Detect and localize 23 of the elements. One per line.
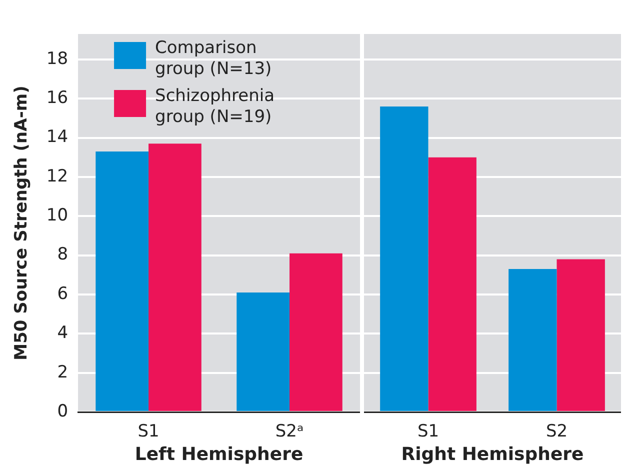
y-tick-label: 16: [46, 88, 68, 108]
bar: [96, 152, 149, 411]
bar: [236, 292, 290, 411]
y-tick-label: 0: [57, 401, 68, 422]
x-axis-title: Right Hemisphere: [401, 444, 584, 465]
bar: [290, 253, 342, 411]
y-tick-label: 12: [46, 166, 68, 186]
x-axis-title: Left Hemisphere: [134, 444, 304, 465]
bar: [148, 144, 202, 411]
x-tick-label: S2: [546, 422, 568, 442]
y-tick-label: 4: [57, 323, 68, 344]
x-tick-label: S1: [417, 422, 440, 442]
y-tick-label: 10: [46, 206, 68, 226]
x-tick-label: S2ᵃ: [275, 422, 304, 442]
legend-label: Schizophrenia group (N=19): [155, 86, 275, 127]
x-tick-label: S1: [138, 422, 160, 442]
y-axis-title: M50 Source Strength (nA-m): [12, 86, 32, 360]
y-tick-label: 6: [57, 284, 68, 304]
y-tick-label: 14: [46, 127, 68, 148]
y-tick-label: 8: [57, 244, 68, 265]
y-tick-label: 2: [57, 362, 68, 382]
legend-label: Comparison group (N=13): [155, 38, 272, 79]
y-tick-label: 18: [46, 48, 68, 69]
